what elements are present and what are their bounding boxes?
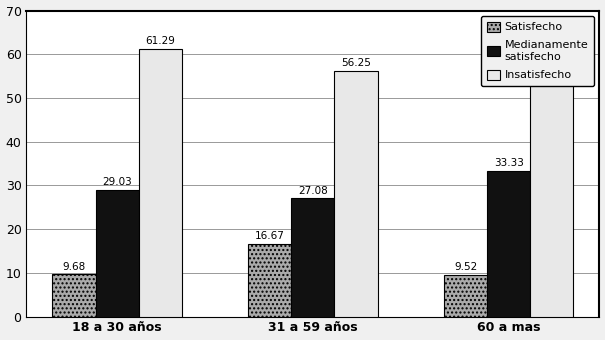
Text: 29.03: 29.03 [102,177,132,187]
Bar [292,198,335,317]
Bar [53,274,96,317]
Text: 16.67: 16.67 [255,231,285,241]
Text: 61.29: 61.29 [145,36,175,46]
Bar [335,71,378,317]
Text: 9.52: 9.52 [454,262,477,272]
Text: 56.25: 56.25 [341,58,371,68]
Text: 57.14: 57.14 [537,54,567,64]
Bar [487,171,531,317]
Bar [444,275,487,317]
Bar [96,190,139,317]
Bar [531,67,574,317]
Text: 33.33: 33.33 [494,158,524,168]
Text: 27.08: 27.08 [298,186,328,196]
Bar [248,244,292,317]
Bar [139,49,182,317]
Legend: Satisfecho, Medianamente
satisfecho, Insatisfecho: Satisfecho, Medianamente satisfecho, Ins… [481,16,594,86]
Text: 9.68: 9.68 [62,262,86,272]
